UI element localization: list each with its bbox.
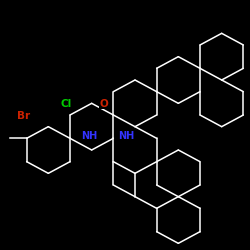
Text: Cl: Cl	[60, 99, 72, 109]
Text: NH: NH	[80, 131, 97, 141]
Text: NH: NH	[118, 131, 134, 141]
Text: Br: Br	[17, 111, 30, 121]
Text: O: O	[100, 99, 108, 109]
